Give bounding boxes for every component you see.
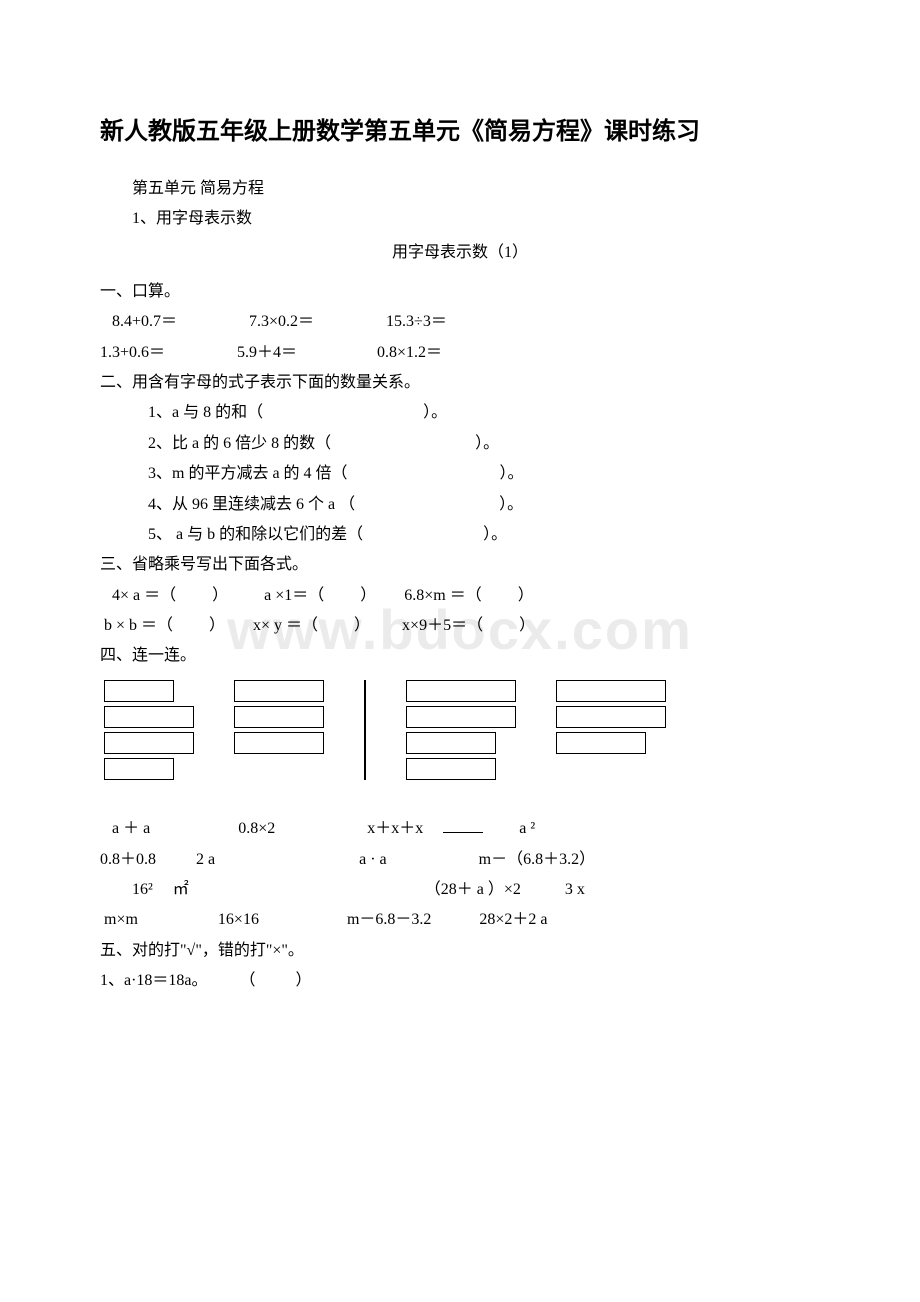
sec2-q5: 5、 a 与 b 的和除以它们的差（ ）。 bbox=[100, 520, 820, 550]
sec5-q1: 1、a·18＝18a。 （ ） bbox=[100, 966, 820, 996]
match-box bbox=[104, 758, 174, 780]
sec4-line3: 16² ㎡ （28＋ a ）×2 3 x bbox=[100, 875, 820, 905]
blank-line bbox=[443, 832, 483, 833]
match-box bbox=[406, 706, 516, 728]
sec4-line2: 0.8＋0.8 2 a a · a m－（6.8＋3.2） bbox=[100, 845, 820, 875]
sec2-q1: 1、a 与 8 的和（ ）。 bbox=[100, 398, 820, 428]
sec2-q3: 3、m 的平方减去 a 的 4 倍（ ）。 bbox=[100, 459, 820, 489]
match-box bbox=[234, 732, 324, 754]
match-box bbox=[406, 732, 496, 754]
section-4-heading: 四、连一连。 bbox=[100, 641, 820, 671]
sec2-q4: 4、从 96 里连续减去 6 个 a （ ）。 bbox=[100, 490, 820, 520]
topic-line: 1、用字母表示数 bbox=[100, 204, 820, 234]
vertical-divider bbox=[364, 680, 366, 780]
box-col-4 bbox=[556, 680, 666, 780]
box-col-3 bbox=[406, 680, 516, 780]
sec1-row1: 8.4+0.7＝ 7.3×0.2＝ 15.3÷3＝ bbox=[100, 307, 820, 337]
box-group-left bbox=[104, 680, 324, 780]
sec3-row1: 4× a ＝（ ） a ×1＝（ ） 6.8×m ＝（ ） bbox=[100, 581, 820, 611]
sec4-line1: a ＋ a 0.8×2 x＋x＋x a ² bbox=[100, 784, 820, 845]
match-box bbox=[556, 680, 666, 702]
match-box bbox=[104, 732, 194, 754]
match-box bbox=[234, 680, 324, 702]
box-group-right bbox=[406, 680, 666, 780]
sec2-q2: 2、比 a 的 6 倍少 8 的数（ ）。 bbox=[100, 429, 820, 459]
match-box bbox=[406, 680, 516, 702]
matching-boxes bbox=[100, 680, 820, 780]
unit-line: 第五单元 简易方程 bbox=[100, 174, 820, 204]
match-box bbox=[556, 706, 666, 728]
box-col-2 bbox=[234, 680, 324, 780]
sec4-line1-left: a ＋ a 0.8×2 bbox=[108, 820, 275, 837]
match-box bbox=[104, 680, 174, 702]
section-3-heading: 三、省略乘号写出下面各式。 bbox=[100, 550, 820, 580]
match-box bbox=[104, 706, 194, 728]
section-2-heading: 二、用含有字母的式子表示下面的数量关系。 bbox=[100, 368, 820, 398]
section-5-heading: 五、对的打"√"，错的打"×"。 bbox=[100, 936, 820, 966]
sec4-line4: m×m 16×16 m－6.8－3.2 28×2＋2 a bbox=[100, 905, 820, 935]
subtitle: 用字母表示数（1） bbox=[100, 238, 820, 268]
section-1-heading: 一、口算。 bbox=[100, 277, 820, 307]
match-box bbox=[406, 758, 496, 780]
sec4-line1-right: x＋x＋x bbox=[367, 820, 423, 837]
match-box bbox=[234, 706, 324, 728]
sec1-row2: 1.3+0.6＝ 5.9＋4＝ 0.8×1.2＝ bbox=[100, 338, 820, 368]
match-box bbox=[556, 732, 646, 754]
sec4-line1-tail: a ² bbox=[519, 820, 535, 837]
page-title: 新人教版五年级上册数学第五单元《简易方程》课时练习 bbox=[100, 110, 820, 156]
box-col-1 bbox=[104, 680, 194, 780]
sec3-row2: b × b ＝（ ） x× y ＝（ ） x×9＋5＝（ ） bbox=[100, 611, 820, 641]
